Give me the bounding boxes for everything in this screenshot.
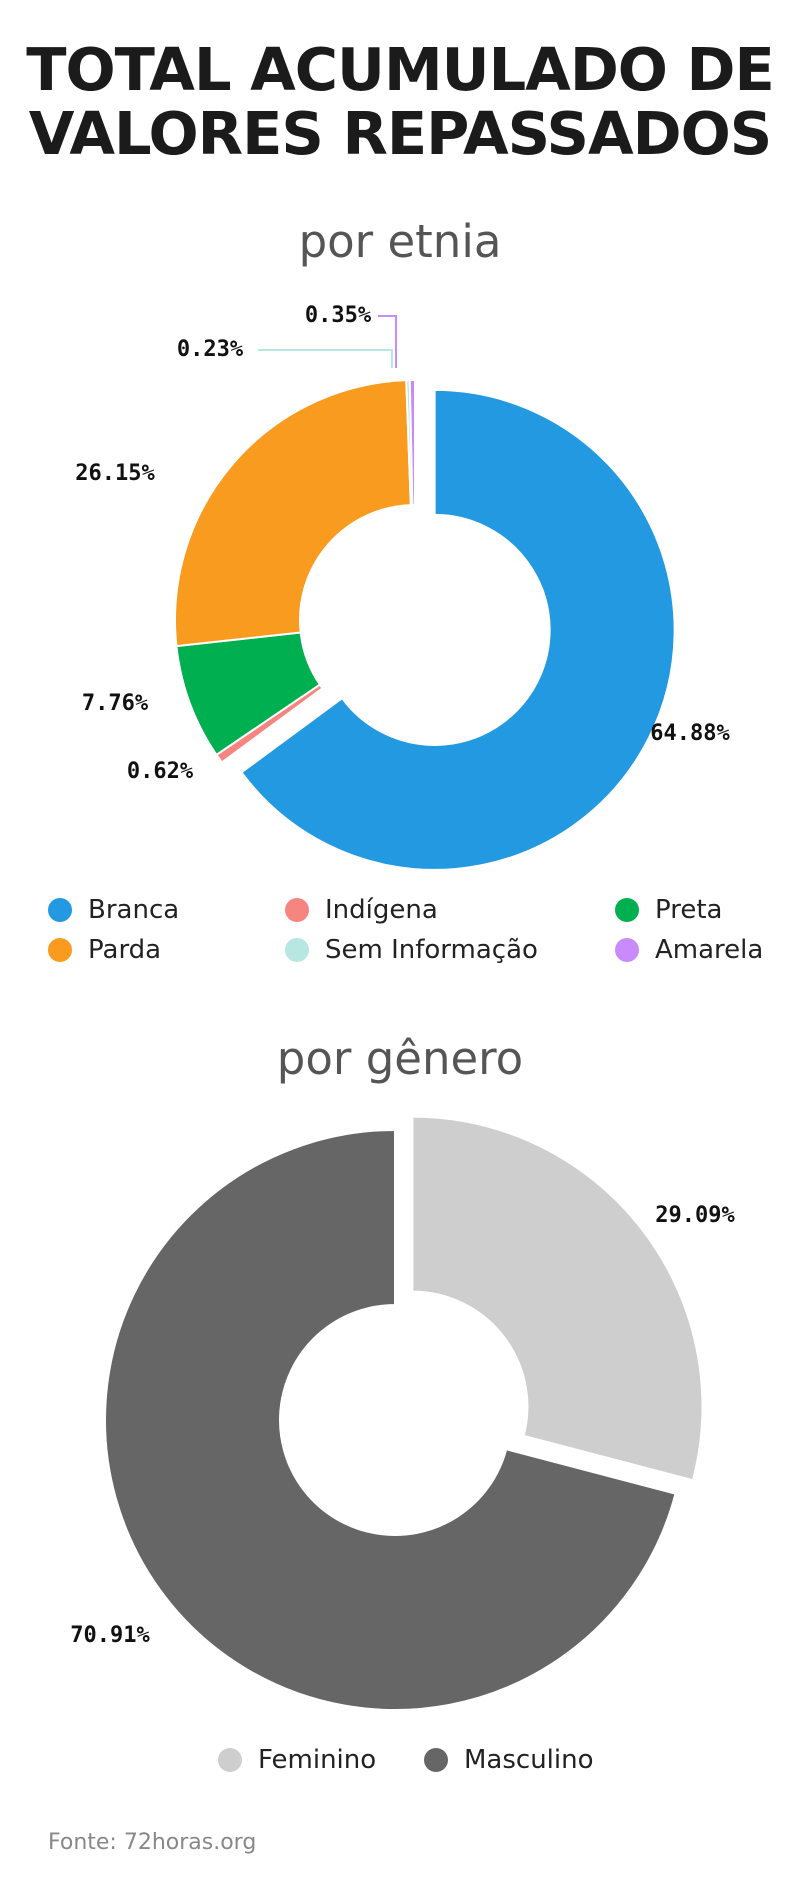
value-label-feminino: 29.09%: [655, 1203, 735, 1228]
legend-etnia: Branca Indígena Preta Parda Sem Informação Am…: [0, 895, 800, 985]
legend-label: Parda: [88, 935, 162, 965]
legend-swatch: [615, 898, 639, 922]
value-label-amarela: 0.35%: [305, 303, 372, 328]
legend-item-preta: Preta: [615, 895, 722, 925]
legend-label: Feminino: [258, 1745, 377, 1775]
legend-label: Preta: [655, 895, 723, 925]
slice-parda: [174, 379, 412, 648]
legend-swatch: [424, 1748, 448, 1772]
legend-item-indigena: Indígena: [285, 895, 438, 925]
legend-swatch: [218, 1748, 242, 1772]
page-title: TOTAL ACUMULADO DE VALORES REPASSADOS: [0, 38, 800, 166]
legend-swatch: [285, 938, 309, 962]
value-label-masculino: 70.91%: [70, 1623, 150, 1648]
slice-branca: [240, 388, 676, 871]
legend-label: Branca: [88, 895, 180, 925]
legend-item-branca: Branca: [48, 895, 179, 925]
legend-label: Sem Informação: [325, 935, 538, 965]
legend-item-feminino: Feminino: [218, 1745, 376, 1775]
legend-label: Masculino: [464, 1745, 594, 1775]
legend-label: Amarela: [655, 935, 764, 965]
legend-item-amarela: Amarela: [615, 935, 763, 965]
slice-feminino: [411, 1115, 704, 1482]
title-line-2: VALORES REPASSADOS: [28, 99, 773, 168]
chart-etnia-subtitle: por etnia: [298, 215, 502, 268]
value-label-branca: 64.88%: [650, 721, 730, 746]
leader-line-sem-informacao: [258, 349, 393, 368]
legend-item-masculino: Masculino: [424, 1745, 594, 1775]
value-label-parda: 26.15%: [75, 461, 155, 486]
legend-swatch: [615, 938, 639, 962]
legend-swatch: [285, 898, 309, 922]
value-label-indigena: 0.62%: [127, 759, 194, 784]
chart-genero-subtitle: por gênero: [276, 1032, 524, 1085]
slice-amarela: [408, 378, 416, 507]
legend-item-parda: Parda: [48, 935, 161, 965]
chart-genero: 29.09% 70.91%: [70, 1115, 735, 1711]
slice-masculino: [104, 1128, 677, 1711]
legend-item-sem-informacao: Sem Informação: [285, 935, 538, 965]
value-label-preta: 7.76%: [82, 691, 149, 716]
legend-swatch: [48, 898, 72, 922]
chart-etnia: 64.88% 0.62% 7.76% 26.15% 0.23% 0.35%: [75, 303, 730, 871]
legend-genero: Feminino Masculino: [0, 1745, 800, 1785]
value-label-sem-informacao: 0.23%: [177, 337, 244, 362]
legend-label: Indígena: [325, 895, 438, 925]
leader-line-amarela: [378, 315, 397, 368]
title-line-1: TOTAL ACUMULADO DE: [26, 35, 775, 104]
legend-swatch: [48, 938, 72, 962]
source-note: Fonte: 72horas.org: [48, 1830, 257, 1855]
